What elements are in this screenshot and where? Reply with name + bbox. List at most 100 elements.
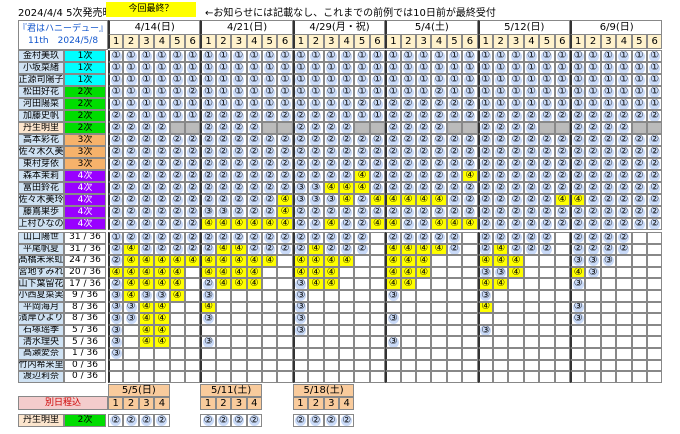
seat-status: ① (495, 50, 507, 61)
seat-cell (231, 336, 247, 348)
seat-cell: ② (508, 232, 524, 244)
seat-status: ① (171, 74, 183, 85)
seat-cell: ② (246, 414, 262, 427)
seat-status: ② (495, 194, 507, 205)
seat-cell (600, 348, 617, 360)
seat-cell (446, 301, 463, 314)
seat-status: ① (371, 50, 383, 61)
seat-status: ④ (326, 255, 336, 266)
seat-status: ② (510, 146, 522, 157)
seat-status: ② (602, 243, 614, 255)
seat-cell: ② (292, 414, 309, 427)
extra-slot: 2 (123, 397, 139, 410)
member-name: 東村芽依 (18, 158, 64, 170)
member-batch: 2次 (64, 98, 106, 110)
seat-status: ① (541, 62, 553, 73)
seat-status: ② (402, 122, 414, 133)
extra-slot: 3 (138, 397, 155, 410)
seat-cell: ① (154, 74, 170, 86)
seat-cell (616, 324, 632, 337)
seat-cell: ② (523, 232, 540, 244)
seat-cell: ② (108, 146, 124, 158)
seat-status: ② (156, 158, 168, 169)
seat-status: ④ (172, 290, 182, 301)
seat-status: ② (633, 110, 645, 121)
seat-cell: ③ (477, 290, 493, 302)
seat-status: ④ (311, 243, 321, 255)
seat-status: ② (156, 218, 168, 229)
seat-status: ① (295, 98, 307, 109)
seat-status: ② (140, 170, 152, 181)
seat-cell: ① (477, 62, 493, 74)
seat-cell (323, 290, 339, 302)
seat-status: ① (448, 50, 460, 61)
member-batch: 2次 (64, 414, 106, 427)
seat-cell: ② (600, 182, 617, 194)
slot-header: 4 (616, 34, 632, 49)
seat-status: ② (125, 194, 137, 205)
seat-cell (354, 255, 370, 267)
seat-cell: ① (138, 110, 155, 122)
seat-status: ② (187, 86, 199, 97)
seat-cell: ① (585, 86, 601, 98)
seat-status: ② (433, 110, 445, 121)
seat-cell (354, 266, 370, 279)
seat-cell (354, 336, 370, 348)
seat-status: ② (418, 170, 430, 181)
seat-status: ① (356, 86, 368, 97)
seat-cell (246, 371, 262, 383)
seat-cell (354, 278, 370, 290)
seat-cell: ① (416, 62, 432, 74)
seat-cell: ① (647, 98, 663, 110)
seat-cell: ② (323, 206, 339, 218)
seat-cell (169, 371, 185, 383)
seat-status: ② (402, 110, 414, 121)
seat-status: ② (433, 182, 445, 193)
seat-cell: ② (108, 243, 124, 256)
seat-cell (616, 359, 632, 372)
seat-status: ① (448, 62, 460, 73)
seat-status: ② (572, 146, 584, 157)
seat-status: ① (140, 86, 152, 97)
sold-count: 0 / 36 (64, 371, 106, 383)
seat-status: ② (587, 134, 599, 145)
member-batch: 2次 (64, 122, 106, 134)
date-header: 4/21(日) (200, 20, 293, 35)
seat-status: ② (525, 146, 537, 157)
seat-cell: ① (200, 86, 216, 98)
seat-cell: ① (154, 110, 170, 122)
seat-status: ③ (480, 290, 492, 301)
seat-status: ① (295, 50, 307, 61)
seat-cell: ② (477, 110, 493, 122)
seat-status: ② (510, 243, 522, 255)
seat-status: ② (110, 182, 122, 193)
seat-status: ② (110, 206, 122, 217)
seat-cell (108, 371, 124, 383)
seat-cell: ② (154, 158, 170, 170)
seat-status: ② (125, 170, 137, 181)
seat-cell: ③ (585, 266, 601, 279)
seat-status: ② (203, 194, 215, 205)
seat-status: ② (525, 206, 537, 217)
seat-cell: ② (339, 243, 355, 256)
seat-status: ② (541, 194, 553, 205)
slot-header: 3 (138, 34, 155, 49)
seat-status: ④ (172, 255, 182, 266)
sold-count: 8 / 36 (64, 301, 106, 314)
seat-status: ① (325, 98, 337, 109)
seat-status: ① (525, 86, 537, 97)
seat-status: ① (633, 98, 645, 109)
seat-status: ② (649, 206, 661, 217)
seat-cell: ② (215, 146, 232, 158)
seat-cell: ② (616, 243, 632, 256)
seat-cell: ① (431, 50, 447, 62)
seat-cell (185, 278, 201, 290)
seat-cell: ② (308, 414, 324, 427)
seat-cell: ② (539, 146, 555, 158)
seat-status: ② (325, 134, 337, 145)
seat-status: ② (356, 206, 368, 217)
seat-status: ① (140, 98, 152, 109)
seat-cell: ② (477, 170, 493, 182)
seat-cell: ② (108, 158, 124, 170)
seat-cell: ① (647, 74, 663, 86)
